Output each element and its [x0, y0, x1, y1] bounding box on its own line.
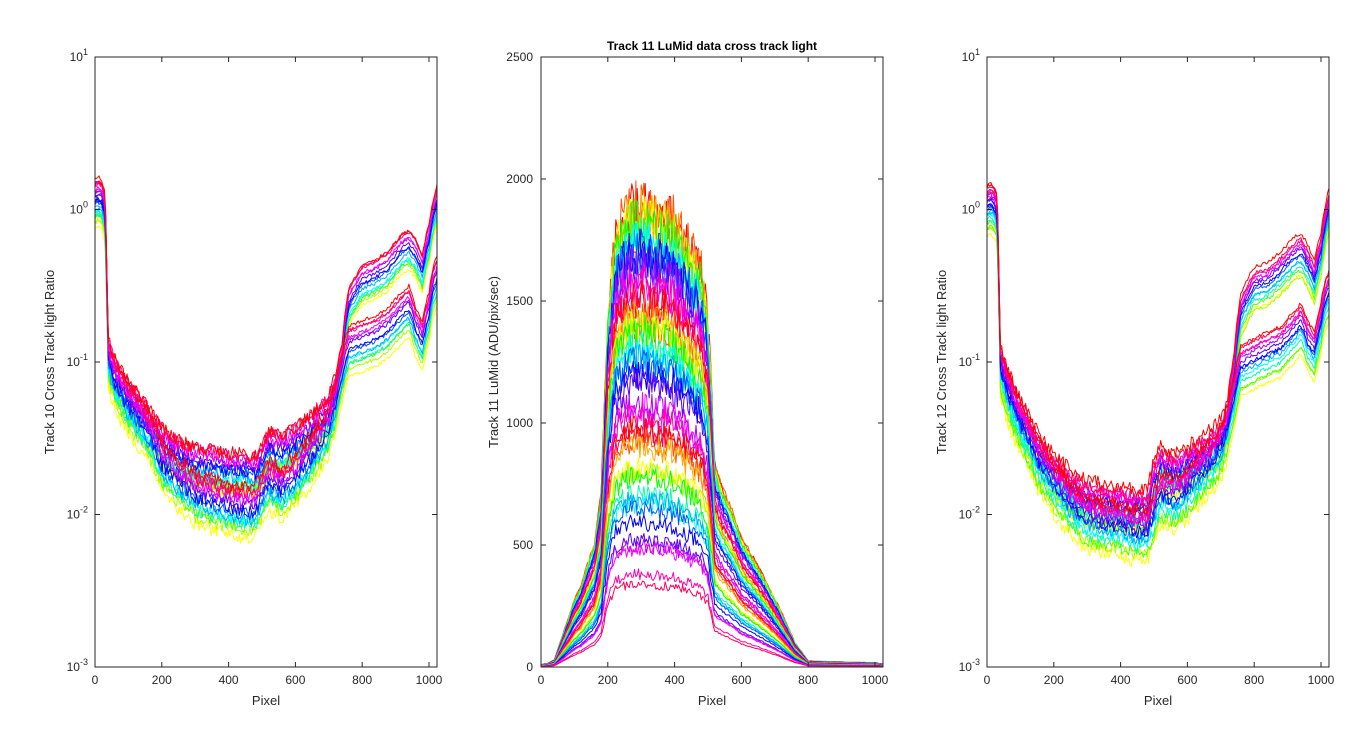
series-line-17 — [987, 219, 1329, 553]
y-tick-label: 10-1 — [67, 352, 88, 369]
x-tick-label: 0 — [92, 673, 99, 687]
y-axis-label: Track 11 LuMid (ADU/pix/sec) — [486, 276, 501, 448]
right-ratio-plot: 0 200 400 600 800 1000 10-3 10-2 10-1 100 101 Pixel… — [934, 47, 1335, 708]
y-tick-label: 100 — [70, 200, 88, 217]
y-tick-label: 1500 — [506, 294, 533, 308]
series-line-25 — [987, 191, 1329, 525]
left-ratio-plot: 0 200 400 600 800 1000 10-3 10-2 10-1 100 101 Pixel… — [42, 47, 443, 708]
series-line-20 — [95, 200, 437, 521]
series-line-13 — [987, 184, 1329, 497]
series-line-14 — [95, 226, 437, 544]
y-tick-label: 10-3 — [959, 657, 980, 674]
series-line-13 — [95, 180, 437, 463]
y-tick-label: 101 — [70, 47, 88, 64]
series-line-20 — [987, 206, 1329, 540]
x-tick-label: 1000 — [416, 673, 443, 687]
y-tick-label: 10-2 — [959, 505, 980, 522]
y-tick-label: 500 — [513, 538, 533, 552]
series-line-14 — [987, 232, 1329, 567]
x-tick-label: 0 — [538, 673, 545, 687]
x-tick-label: 1000 — [1308, 673, 1335, 687]
x-axis-label: Pixel — [698, 693, 726, 708]
series-line-21 — [987, 203, 1329, 539]
series-line-24 — [95, 186, 437, 505]
axes-frame — [540, 56, 884, 668]
x-tick-label: 400 — [219, 673, 239, 687]
y-tick-label: 1000 — [506, 416, 533, 430]
series-lines — [541, 180, 883, 667]
x-tick-label: 800 — [1244, 673, 1264, 687]
x-tick-label: 400 — [665, 673, 685, 687]
series-line-18 — [987, 213, 1329, 549]
x-tick-label: 200 — [152, 673, 172, 687]
y-axis-label: Track 10 Cross Track light Ratio — [42, 270, 57, 454]
y-tick-label: 0 — [526, 660, 533, 674]
y-tick-label: 10-3 — [67, 657, 88, 674]
series-line-27 — [95, 175, 437, 493]
x-tick-label: 200 — [1044, 673, 1064, 687]
axes-frame — [94, 56, 438, 668]
x-tick-label: 600 — [731, 673, 751, 687]
y-tick-label: 101 — [962, 47, 980, 64]
x-axis-label: Pixel — [252, 693, 280, 708]
series-line-27 — [987, 182, 1329, 516]
x-tick-label: 600 — [285, 673, 305, 687]
y-tick-label: 10-2 — [67, 505, 88, 522]
x-tick-label: 1000 — [862, 673, 889, 687]
x-axis-label: Pixel — [1144, 693, 1172, 708]
y-axis-label: Track 12 Cross Track light Ratio — [934, 270, 949, 454]
x-tick-label: 200 — [598, 673, 618, 687]
y-tick-label: 2000 — [506, 172, 533, 186]
series-line-12 — [987, 188, 1329, 503]
series-line-15 — [987, 226, 1329, 559]
chart-title: Track 11 LuMid data cross track light — [607, 39, 817, 53]
series-line-23 — [987, 193, 1329, 529]
x-tick-label: 600 — [1177, 673, 1197, 687]
center-lumid-plot: 0 200 400 600 800 1000 0 500 1000 1500 2000 2500 Pix… — [486, 39, 889, 708]
y-tick-label: 100 — [962, 200, 980, 217]
series-lines — [95, 175, 437, 544]
x-tick-label: 800 — [352, 673, 372, 687]
series-lines — [987, 182, 1329, 567]
series-line-15 — [95, 217, 437, 536]
series-line-26 — [95, 181, 437, 498]
series-line-17 — [95, 213, 437, 529]
x-tick-label: 400 — [1111, 673, 1131, 687]
x-tick-label: 800 — [798, 673, 818, 687]
series-line-23 — [95, 190, 437, 508]
series-line-47 — [541, 580, 883, 667]
series-line-16 — [95, 214, 437, 533]
y-tick-label: 2500 — [506, 50, 533, 64]
x-tick-label: 0 — [984, 673, 991, 687]
y-tick-label: 10-1 — [959, 352, 980, 369]
